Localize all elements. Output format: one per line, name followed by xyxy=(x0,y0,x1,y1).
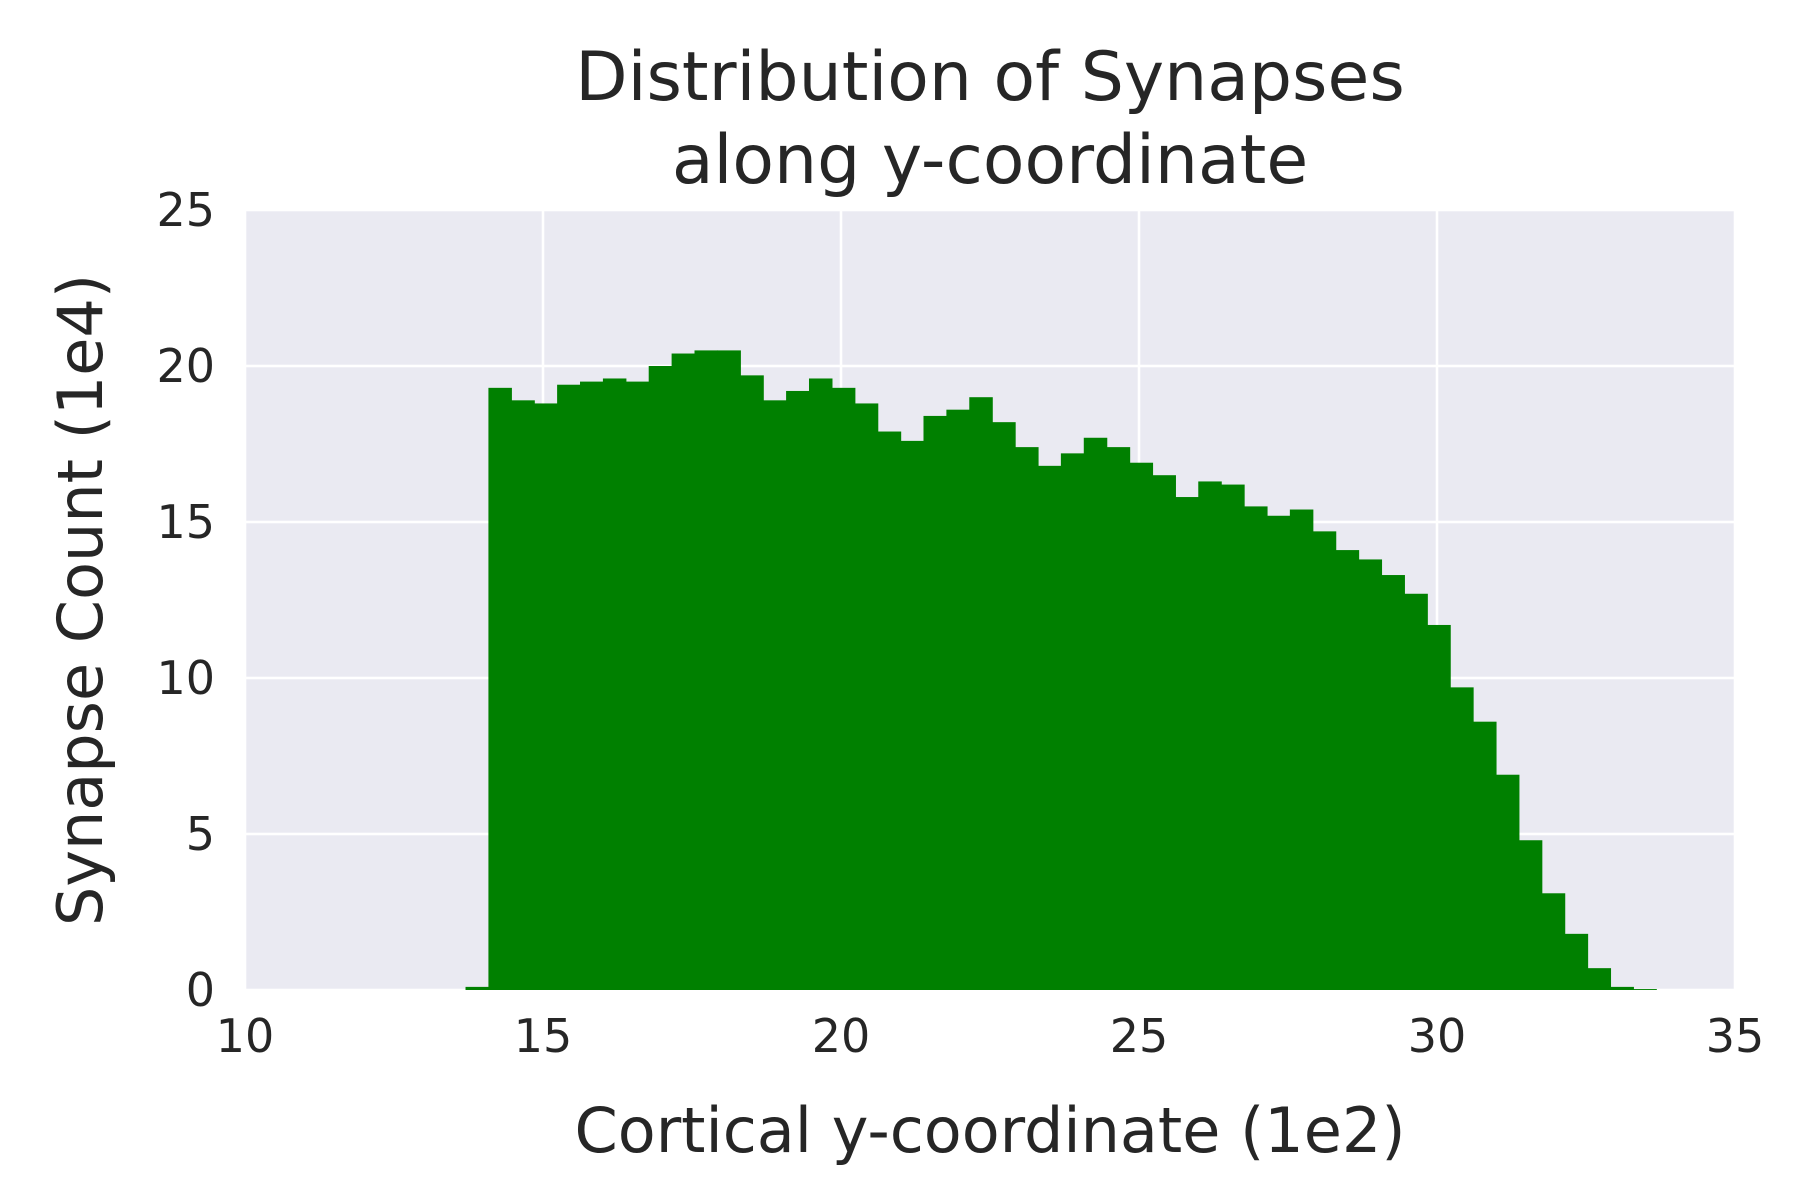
x-tick-label: 35 xyxy=(1706,1009,1765,1063)
histogram-bar xyxy=(1633,989,1657,990)
x-tick-label: 15 xyxy=(514,1009,573,1063)
histogram-bar xyxy=(1450,687,1474,990)
histogram-bar xyxy=(1587,968,1612,990)
y-tick-label: 0 xyxy=(186,963,215,1017)
x-tick-label: 10 xyxy=(216,1009,275,1063)
histogram-bar xyxy=(1198,481,1222,990)
histogram-bar xyxy=(1129,462,1154,991)
histogram-bar xyxy=(900,440,925,990)
histogram-bar xyxy=(992,422,1016,990)
x-tick-label: 25 xyxy=(1110,1009,1169,1063)
histogram-bar xyxy=(1404,593,1428,990)
histogram-bar xyxy=(1289,509,1314,990)
histogram-bar xyxy=(465,986,490,990)
histogram-bar xyxy=(557,384,581,991)
chart-title-line-2: along y-coordinate xyxy=(672,121,1308,200)
histogram-bar xyxy=(808,378,833,991)
x-axis-label: Cortical y-coordinate (1e2) xyxy=(574,1094,1405,1167)
tick-labels: 10 15 20 25 30 35 0 5 10 15 20 25 xyxy=(156,183,1764,1063)
histogram-bar xyxy=(1427,624,1451,990)
histogram-bar xyxy=(511,400,535,990)
chart-title-line-1: Distribution of Synapses xyxy=(575,38,1405,117)
histogram-bar xyxy=(1473,721,1497,990)
histogram-bar xyxy=(1266,515,1291,990)
histogram-bar xyxy=(694,350,719,990)
histogram-bar xyxy=(1518,840,1543,990)
y-tick-label: 25 xyxy=(156,183,215,237)
histogram-bars xyxy=(465,350,1657,991)
y-tick-label: 10 xyxy=(156,651,215,705)
x-tick-label: 20 xyxy=(812,1009,871,1063)
histogram-bar xyxy=(1495,774,1520,990)
histogram-bar xyxy=(488,387,512,991)
histogram-bar xyxy=(831,387,856,991)
histogram-bar xyxy=(923,415,947,990)
histogram-bar xyxy=(1541,893,1566,990)
histogram-bar xyxy=(534,403,558,990)
histogram-bar xyxy=(1312,531,1337,990)
histogram-bar xyxy=(580,381,604,991)
histogram-bar xyxy=(717,350,741,990)
histogram-bar xyxy=(1152,475,1176,990)
histogram-bar xyxy=(969,397,993,990)
histogram-bar xyxy=(877,431,902,990)
histogram-bar xyxy=(1221,484,1245,990)
histogram-bar xyxy=(1175,497,1199,990)
histogram-bar xyxy=(1564,933,1589,990)
histogram-bar xyxy=(786,390,810,991)
histogram-bar xyxy=(1358,559,1383,990)
histogram-bar xyxy=(1106,447,1131,990)
histogram-bar xyxy=(648,366,673,990)
histogram-bar xyxy=(1244,506,1268,990)
histogram-bar xyxy=(854,403,879,990)
y-tick-label: 5 xyxy=(186,807,215,861)
histogram-bar xyxy=(1060,453,1085,990)
histogram-bar xyxy=(1610,986,1634,990)
y-axis-label: Synapse Count (1e4) xyxy=(44,274,117,926)
histogram-bar xyxy=(671,353,696,990)
histogram-bar xyxy=(763,400,787,990)
y-tick-label: 15 xyxy=(156,495,215,549)
histogram-bar xyxy=(625,381,650,991)
y-tick-label: 20 xyxy=(156,339,215,393)
histogram-bar xyxy=(1037,465,1062,991)
histogram-bar xyxy=(740,375,764,990)
histogram-bar xyxy=(1381,575,1405,990)
histogram-bar xyxy=(1335,550,1360,990)
histogram-bar xyxy=(602,378,627,991)
histogram-bar xyxy=(1015,447,1039,990)
histogram-bar xyxy=(946,409,970,990)
histogram-bar xyxy=(1083,437,1108,990)
x-tick-label: 30 xyxy=(1408,1009,1467,1063)
